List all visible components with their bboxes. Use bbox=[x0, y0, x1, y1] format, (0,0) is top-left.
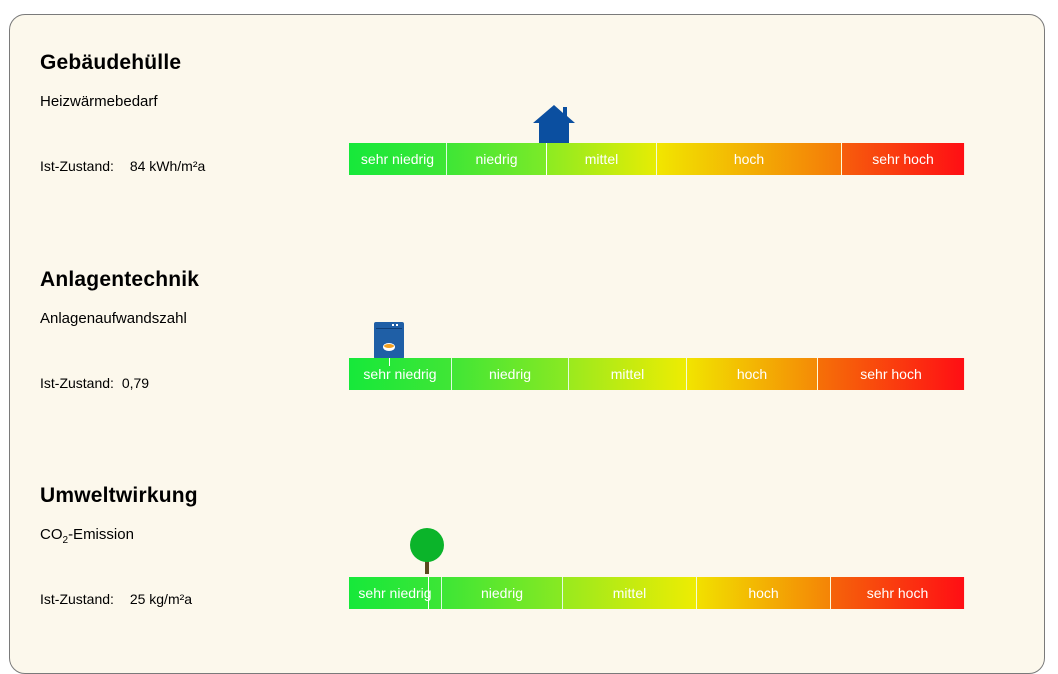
house-icon bbox=[533, 105, 575, 144]
scale-segment-niedrig: niedrig bbox=[447, 143, 547, 175]
scale-segment-hoch: hoch bbox=[697, 577, 831, 609]
scale-segment-sehr-hoch: sehr hoch bbox=[831, 577, 965, 609]
indicator-line bbox=[546, 143, 547, 175]
scale-segment-mittel: mittel bbox=[547, 143, 657, 175]
rating-scale: sehr niedrig niedrig mittel hoch sehr ho… bbox=[349, 143, 965, 175]
section-subtitle: Heizwärmebedarf bbox=[40, 93, 158, 110]
scale-segment-mittel: mittel bbox=[563, 577, 697, 609]
status-label: Ist-Zustand: bbox=[40, 158, 114, 174]
indicator-line bbox=[389, 358, 390, 366]
scale-segment-hoch: hoch bbox=[687, 358, 818, 390]
subtitle-co: CO bbox=[40, 526, 63, 543]
section-subtitle: Anlagenaufwandszahl bbox=[40, 310, 187, 327]
section-title: Umweltwirkung bbox=[40, 484, 198, 507]
status-readout: Ist-Zustand: 0,79 bbox=[40, 375, 149, 391]
scale-segment-hoch: hoch bbox=[657, 143, 842, 175]
scale-segment-mittel: mittel bbox=[569, 358, 687, 390]
status-label: Ist-Zustand: bbox=[40, 375, 114, 391]
scale-segment-sehr-niedrig: sehr niedrig bbox=[349, 577, 442, 609]
energy-rating-panel: Gebäudehülle Heizwärmebedarf Ist-Zustand… bbox=[9, 14, 1045, 674]
boiler-icon bbox=[374, 322, 404, 360]
section-title: Gebäudehülle bbox=[40, 51, 182, 74]
status-readout: Ist-Zustand: 84 kWh/m²a bbox=[40, 158, 205, 174]
section-umweltwirkung: Umweltwirkung CO2-Emission Ist-Zustand: … bbox=[10, 448, 1046, 648]
rating-scale: sehr niedrig niedrig mittel hoch sehr ho… bbox=[349, 358, 965, 390]
subtitle-subscript: 2 bbox=[62, 535, 69, 546]
scale-segment-niedrig: niedrig bbox=[442, 577, 563, 609]
rating-scale: sehr niedrig niedrig mittel hoch sehr ho… bbox=[349, 577, 965, 609]
scale-segment-sehr-hoch: sehr hoch bbox=[842, 143, 965, 175]
scale-segment-niedrig: niedrig bbox=[452, 358, 569, 390]
scale-segment-sehr-niedrig: sehr niedrig bbox=[349, 358, 452, 390]
section-gebaeudehuelle: Gebäudehülle Heizwärmebedarf Ist-Zustand… bbox=[10, 15, 1046, 215]
tree-icon bbox=[410, 528, 444, 574]
section-subtitle: CO2-Emission bbox=[40, 526, 134, 546]
status-readout: Ist-Zustand: 25 kg/m²a bbox=[40, 591, 192, 607]
scale-segment-sehr-hoch: sehr hoch bbox=[818, 358, 965, 390]
status-value: 0,79 bbox=[121, 375, 150, 391]
subtitle-rest: -Emission bbox=[68, 526, 134, 543]
status-label: Ist-Zustand: bbox=[40, 591, 114, 607]
indicator-line bbox=[428, 577, 429, 609]
status-value: 25 kg/m²a bbox=[129, 591, 193, 607]
scale-segment-sehr-niedrig: sehr niedrig bbox=[349, 143, 447, 175]
status-value: 84 kWh/m²a bbox=[129, 158, 206, 174]
section-title: Anlagentechnik bbox=[40, 268, 200, 291]
section-anlagentechnik: Anlagentechnik Anlagenaufwandszahl Ist-Z… bbox=[10, 232, 1046, 432]
